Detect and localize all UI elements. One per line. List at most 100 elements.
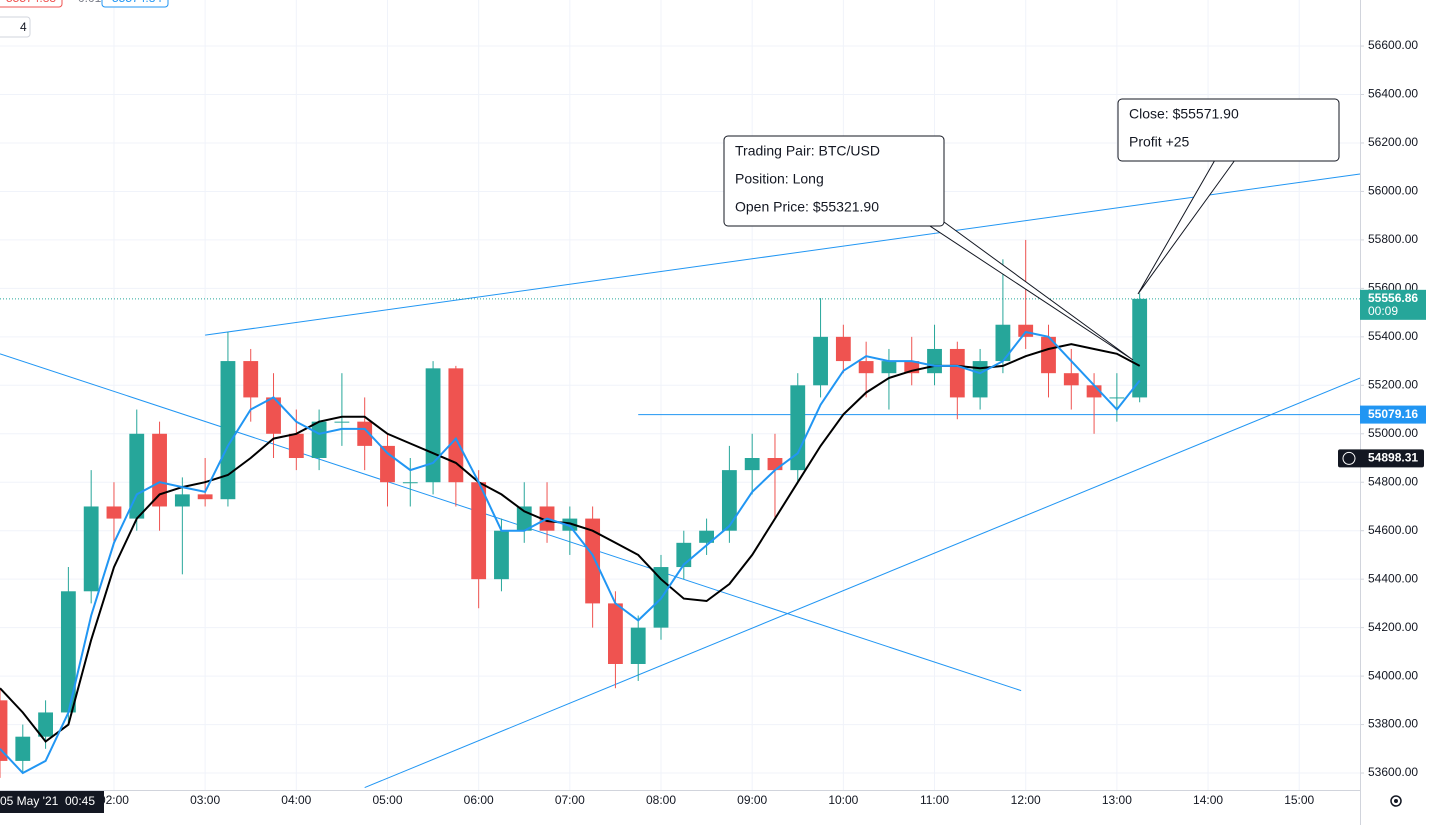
y-tick-label: 54000.00 (1368, 668, 1418, 682)
x-tick-label: 10:00 (828, 793, 858, 807)
x-tick-label: 07:00 (555, 793, 585, 807)
candle-body (835, 336, 851, 362)
candle-body (790, 385, 806, 471)
y-tick-label: 53800.00 (1368, 717, 1418, 731)
candle-body (972, 361, 988, 398)
candle-body (311, 421, 327, 459)
y-tick-label: 54200.00 (1368, 620, 1418, 634)
y-tick-label: 54400.00 (1368, 571, 1418, 585)
trend-line (0, 353, 1022, 692)
hline-badge (1360, 405, 1426, 424)
candle-body (243, 361, 259, 398)
crosshair-time-label: 05 May '21 00:45 (0, 794, 95, 808)
toolbar-box (101, 0, 169, 8)
callout-pointer (928, 221, 1134, 361)
callout-pointer (1137, 159, 1236, 295)
candle-body (881, 361, 897, 374)
crosshair-time-badge (0, 791, 104, 813)
x-tick-label: 15:00 (1284, 793, 1314, 807)
candle-body (585, 518, 601, 604)
candle-body (471, 482, 487, 580)
candle-body (608, 603, 623, 664)
add-button[interactable] (1342, 451, 1356, 465)
x-tick-label: 03:00 (190, 793, 220, 807)
candle-body (15, 736, 31, 761)
y-tick-label: 54600.00 (1368, 523, 1418, 537)
callout-text: Position: Long (735, 171, 824, 187)
candle-body (630, 627, 646, 664)
candle-body (494, 530, 509, 580)
crosshair-price-badge (1338, 449, 1424, 468)
y-tick-label: 55400.00 (1368, 329, 1418, 343)
x-tick-label: 06:00 (464, 793, 494, 807)
toolbar-box (0, 0, 63, 8)
candle-body (106, 506, 122, 519)
x-tick-label: 05:00 (372, 793, 402, 807)
y-tick-label: 53600.00 (1368, 765, 1418, 779)
candle-body (197, 494, 213, 500)
candle-body (129, 433, 145, 519)
candle-body (744, 458, 760, 471)
callout-text: Close: $55571.90 (1129, 106, 1239, 122)
trend-line (205, 173, 1361, 336)
candle-body (60, 591, 76, 713)
callout-text: Profit +25 (1129, 134, 1190, 150)
plot (0, 173, 1361, 789)
y-tick-label: 54800.00 (1368, 474, 1418, 488)
candle-body (767, 458, 783, 471)
settings-icon[interactable] (1390, 795, 1402, 807)
callout-box (723, 135, 945, 227)
toolbar-price[interactable]: 0.01 (78, 0, 102, 5)
callout-text: Open Price: $55321.90 (735, 199, 879, 215)
toolbar-box[interactable] (0, 16, 31, 38)
candle-body (152, 433, 167, 507)
candle-body (562, 518, 578, 531)
crosshair-price-label: 54898.31 (1368, 451, 1418, 465)
trend-line (364, 377, 1361, 789)
callout-box (1117, 98, 1340, 162)
candle-body (1132, 298, 1148, 398)
ma-line (0, 330, 1141, 775)
last-price-label: 55556.86 (1368, 291, 1418, 305)
toolbar-count[interactable]: 4 (20, 20, 27, 34)
toolbar-price[interactable]: 55574.84 (112, 0, 162, 5)
candle-body (334, 421, 350, 423)
annotations: Trading Pair: BTC/USD Position: Long Open … (723, 98, 1340, 361)
y-tick-label: 55200.00 (1368, 377, 1418, 391)
y-tick-label: 56200.00 (1368, 135, 1418, 149)
x-tick-label: 04:00 (281, 793, 311, 807)
x-tick-label: 11:00 (920, 793, 949, 807)
axes: 53600.00 53800.00 54000.00 54200.00 54400.00… (0, 0, 1426, 813)
y-tick-label: 56400.00 (1368, 87, 1418, 101)
y-tick-label: 55800.00 (1368, 232, 1418, 246)
candle-body (995, 324, 1011, 362)
x-tick-label: 02:00 (99, 793, 129, 807)
candle-body (813, 336, 828, 386)
toolbar-price[interactable]: 55574.83 (6, 0, 56, 5)
x-tick-label: 08:00 (646, 793, 676, 807)
candle-body (220, 361, 236, 500)
candle-body (721, 470, 737, 531)
y-tick-label: 55000.00 (1368, 426, 1418, 440)
candle-body (266, 397, 281, 434)
last-price-badge (1360, 289, 1426, 320)
candle-body (1109, 397, 1125, 399)
candle-body (1063, 373, 1079, 386)
y-tick-label: 56600.00 (1368, 38, 1418, 52)
x-tick-label: 13:00 (1102, 793, 1132, 807)
candle-body (83, 506, 99, 592)
callout-text: Trading Pair: BTC/USD (735, 143, 880, 159)
x-tick-label: 12:00 (1011, 793, 1041, 807)
candle-body (380, 445, 395, 483)
time-axis-panel (0, 790, 1360, 825)
candle-body (402, 482, 418, 484)
hline-label: 55079.16 (1368, 407, 1418, 421)
candle-body (699, 530, 714, 543)
candle-body (288, 433, 304, 459)
candle-body (38, 712, 53, 737)
x-tick-label: 14:00 (1193, 793, 1223, 807)
candle-body (949, 348, 965, 398)
candle-body (448, 368, 464, 483)
